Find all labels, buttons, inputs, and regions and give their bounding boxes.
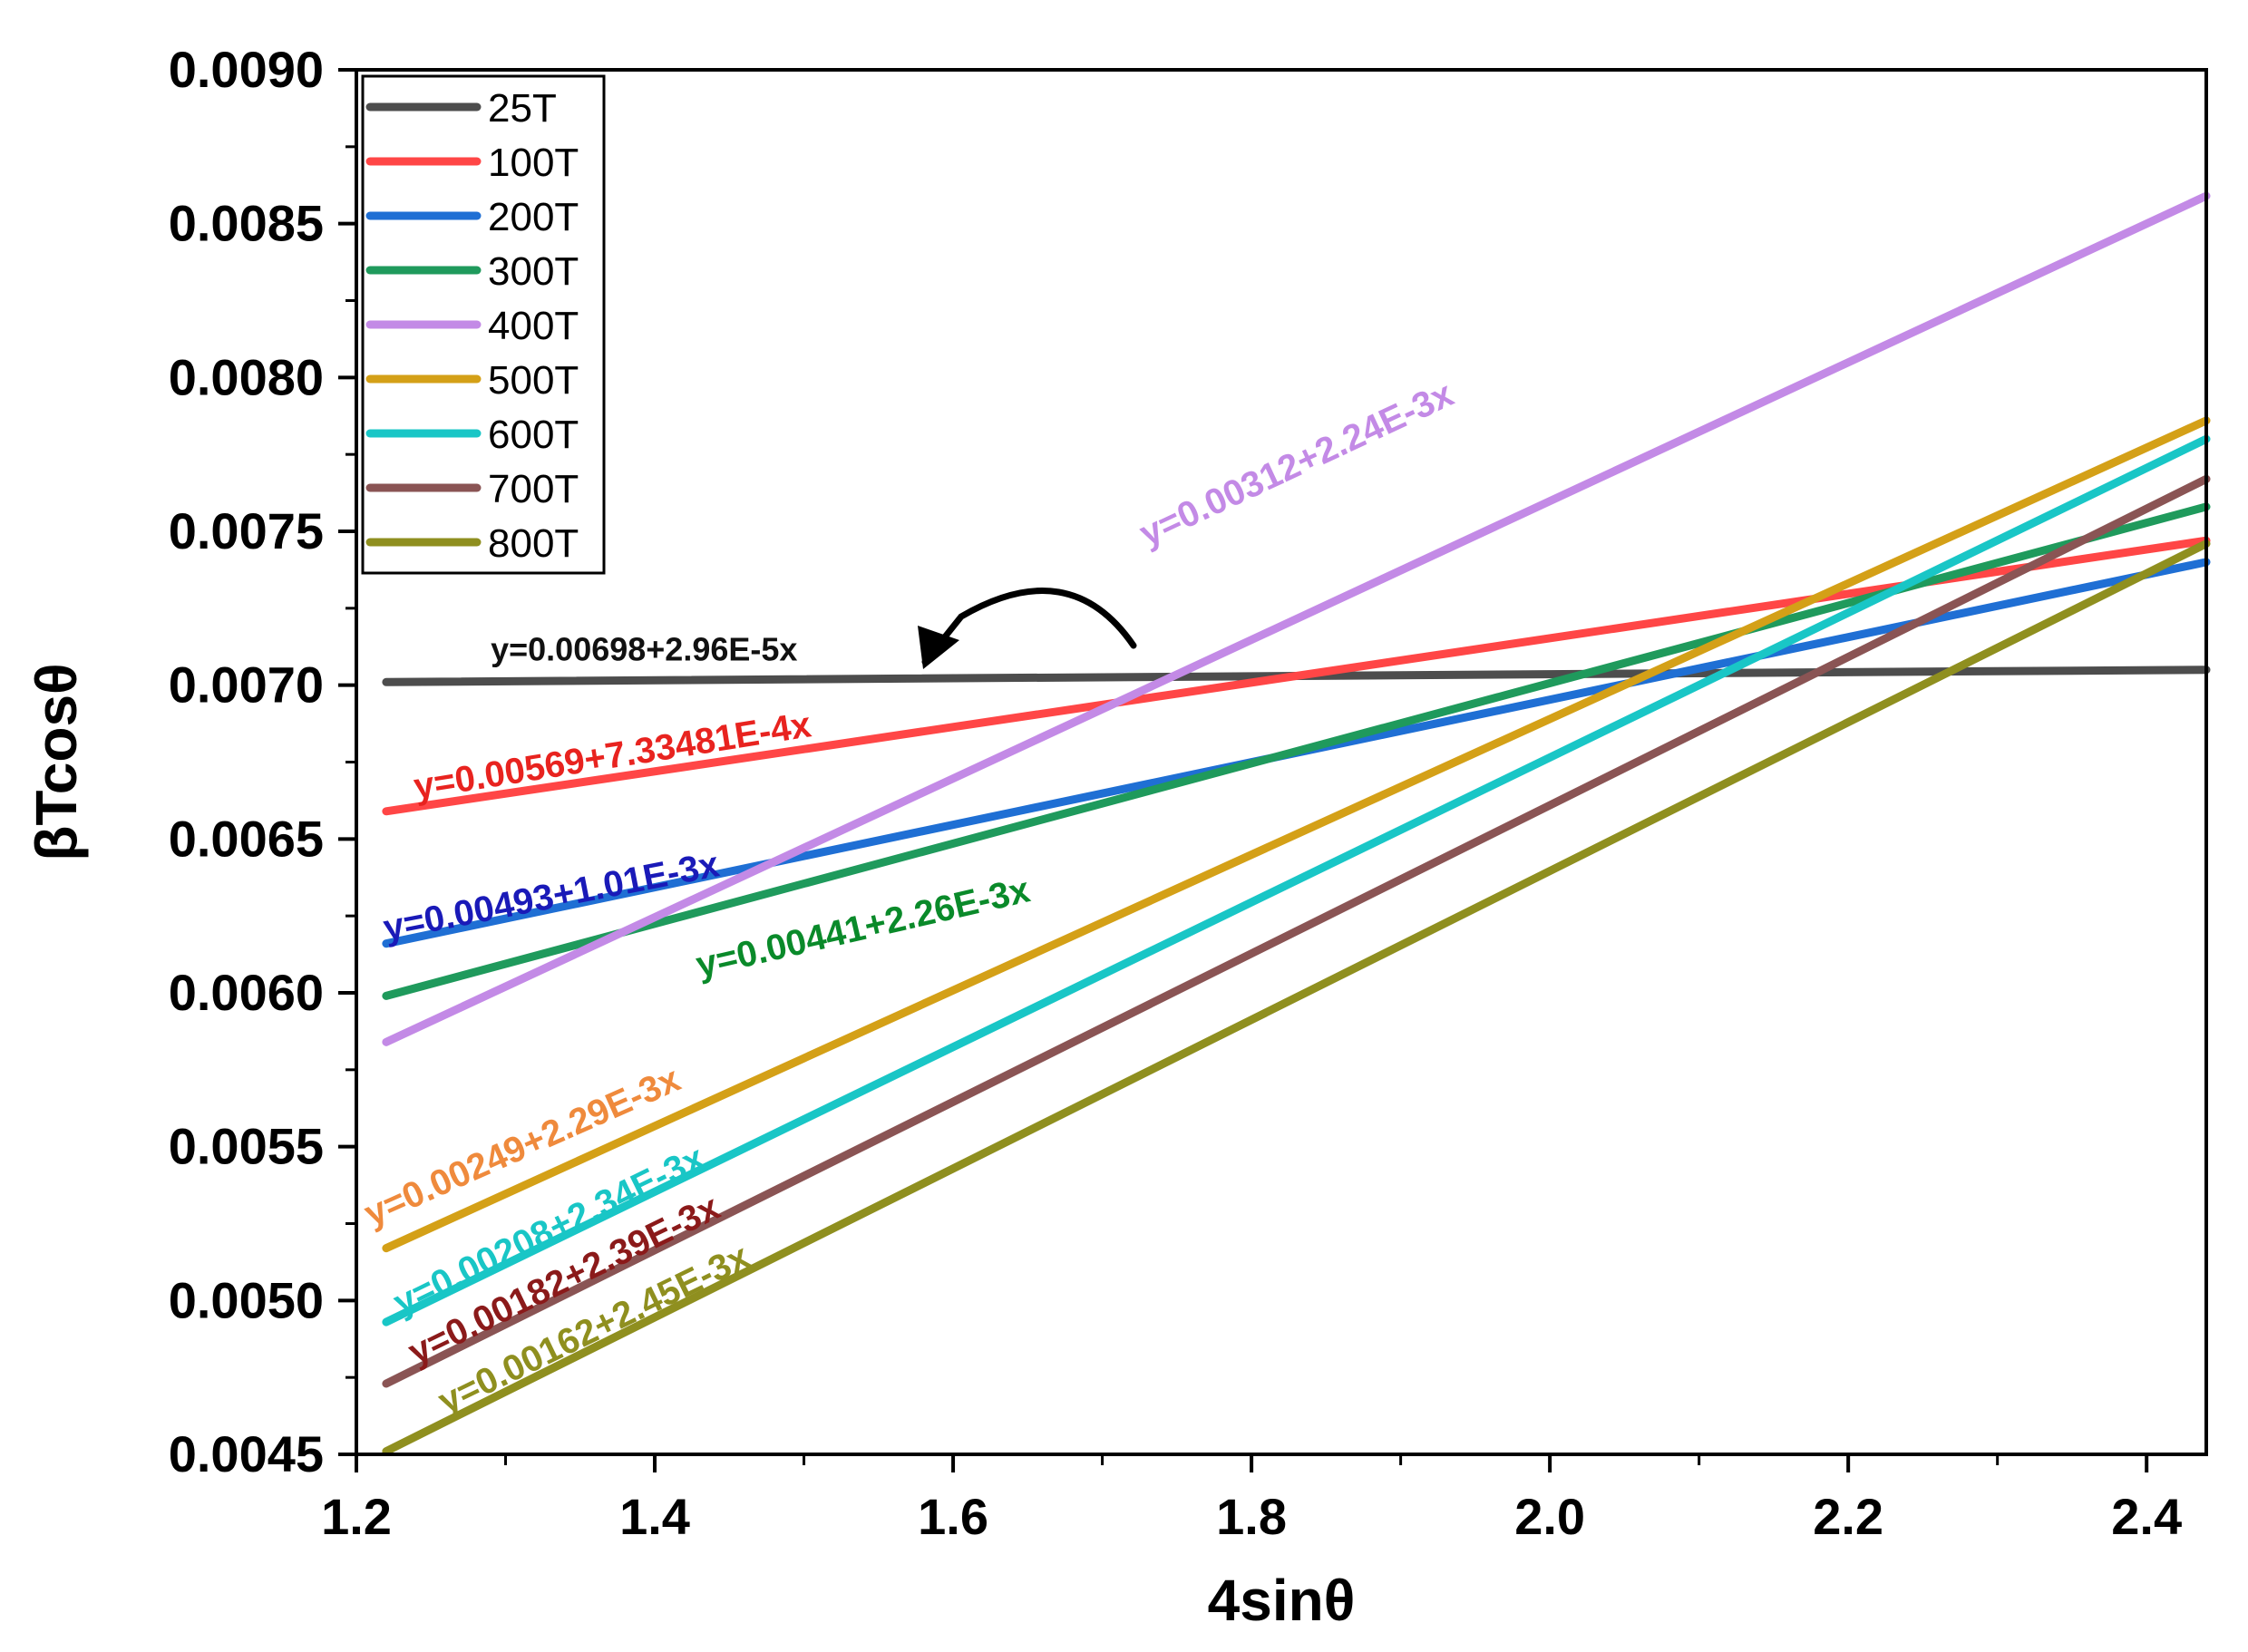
arrow-head (918, 626, 959, 669)
axes: 1.2 1.4 1.6 1.8 2.0 2.2 2.4 0.0045 0.0050 0.0055 0… (169, 41, 2182, 1545)
legend: 25T 100T 200T 300T 400T 500T 600T 700T 800T (361, 74, 606, 575)
y-tick-label: 0.0045 (169, 1425, 324, 1482)
series-line-400T (382, 191, 2211, 1046)
legend-label-200T: 200T (488, 195, 579, 239)
x-tick-label: 1.6 (918, 1488, 988, 1545)
y-axis-label: βTcosθ (24, 663, 89, 860)
series-line-800T (382, 539, 2211, 1456)
y-tick-label: 0.0090 (169, 41, 324, 98)
legend-label-300T: 300T (488, 249, 579, 294)
legend-label-400T: 400T (488, 304, 579, 348)
x-tick-label: 1.2 (321, 1488, 392, 1545)
series-line-600T (382, 434, 2211, 1326)
y-tick-label: 0.0085 (169, 195, 324, 252)
y-tick-label: 0.0080 (169, 348, 324, 405)
x-tick-label: 1.4 (619, 1488, 690, 1545)
x-tick-label: 1.8 (1216, 1488, 1287, 1545)
equation-label-300T: y=0.00441+2.26E-3x (693, 870, 1034, 985)
legend-label-700T: 700T (488, 467, 579, 511)
equation-label-400T: y=0.00312+2.24E-3x (1134, 374, 1459, 554)
y-tick-label: 0.0075 (169, 502, 324, 559)
equation-label-200T: y=0.00493+1.01E-3x (380, 844, 722, 948)
y-tick-label: 0.0050 (169, 1271, 324, 1328)
x-axis-label: 4sinθ (1208, 1568, 1356, 1633)
y-tick-label: 0.0065 (169, 810, 324, 867)
equation-label-25T: y=0.00698+2.96E-5x (491, 631, 797, 668)
x-tick-label: 2.0 (1514, 1488, 1585, 1545)
y-tick-label: 0.0055 (169, 1118, 324, 1175)
x-tick-label: 2.2 (1813, 1488, 1883, 1545)
legend-label-100T: 100T (488, 141, 579, 185)
legend-label-25T: 25T (488, 86, 557, 131)
legend-label-600T: 600T (488, 413, 579, 457)
series-line-700T (382, 474, 2211, 1388)
legend-label-500T: 500T (488, 358, 579, 403)
series-lines (382, 191, 2211, 1456)
arrow-annotation (921, 588, 1137, 666)
legend-label-800T: 800T (488, 521, 579, 566)
series-line-500T (382, 416, 2211, 1253)
y-tick-label: 0.0070 (169, 656, 324, 714)
y-tick-label: 0.0060 (169, 964, 324, 1021)
x-tick-label: 2.4 (2111, 1488, 2182, 1545)
